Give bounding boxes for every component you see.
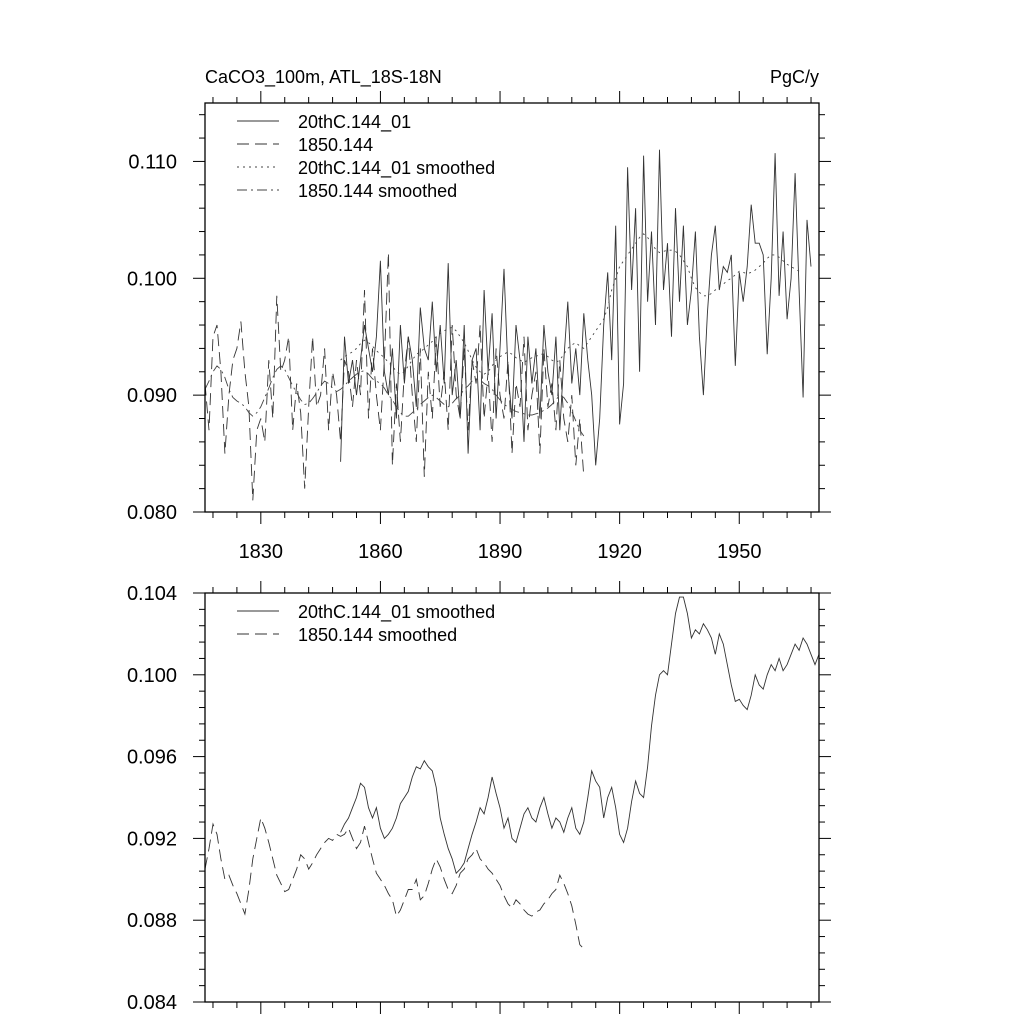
top-panel: CaCO3_100m, ATL_18S-18N PgC/y 1830 1860 18… — [127, 67, 831, 563]
x-tick-label: 1860 — [358, 541, 403, 563]
legend-label-1: 20thC.144_01 — [298, 112, 411, 133]
y-tick-label: 0.088 — [127, 910, 177, 932]
series-line-1 — [340, 596, 819, 875]
legend-label-3: 20thC.144_01 smoothed — [298, 158, 495, 179]
x-tick-label: 1830 — [239, 541, 284, 563]
series-line-4 — [205, 365, 585, 437]
bottom-panel-tick-labels: 0.084 0.088 0.092 0.096 0.100 0.104 — [127, 583, 177, 1014]
top-panel-tick-labels: 1830 1860 1890 1920 1950 0.080 0.090 0.100 0.110 — [127, 151, 762, 563]
y-tick-label: 0.100 — [127, 665, 177, 687]
y-tick-label: 0.090 — [127, 385, 177, 407]
top-panel-ticks — [193, 91, 831, 524]
legend-label-1: 20thC.144_01 smoothed — [298, 602, 495, 623]
series-line-2 — [205, 816, 585, 950]
top-panel-frame — [204, 102, 820, 513]
y-tick-label: 0.092 — [127, 828, 177, 850]
top-panel-units: PgC/y — [770, 67, 819, 87]
x-tick-label: 1920 — [597, 541, 642, 563]
legend-label-2: 1850.144 smoothed — [298, 625, 457, 645]
legend-label-2: 1850.144 — [298, 135, 373, 155]
x-tick-label: 1950 — [717, 541, 762, 563]
bottom-panel-series — [205, 596, 819, 950]
top-panel-series — [205, 149, 812, 501]
bottom-panel: 0.084 0.088 0.092 0.096 0.100 0.104 20thC.144… — [127, 581, 831, 1014]
legend-label-4: 1850.144 smoothed — [298, 181, 457, 201]
y-tick-label: 0.100 — [127, 268, 177, 290]
bottom-panel-frame — [204, 592, 820, 1003]
y-tick-label: 0.096 — [127, 747, 177, 769]
series-line-1 — [340, 149, 812, 466]
bottom-panel-ticks — [193, 581, 831, 1014]
top-panel-title: CaCO3_100m, ATL_18S-18N — [205, 67, 442, 88]
y-tick-label: 0.080 — [127, 502, 177, 524]
x-tick-label: 1890 — [478, 541, 523, 563]
y-tick-label: 0.110 — [128, 151, 177, 173]
y-tick-label: 0.084 — [127, 992, 177, 1014]
y-tick-label: 0.104 — [127, 583, 177, 605]
